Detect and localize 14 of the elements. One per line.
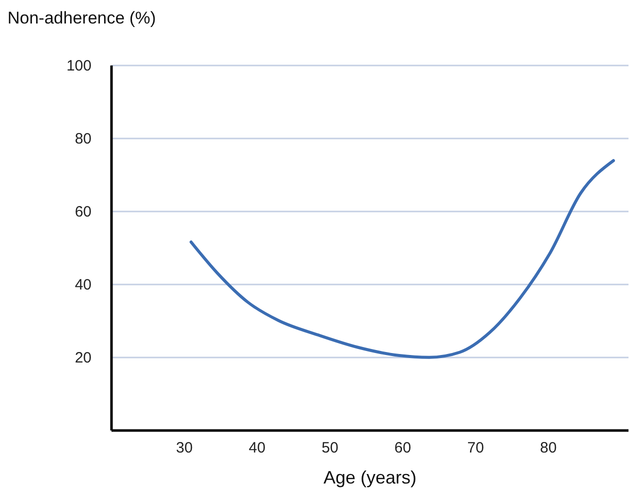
x-tick-label: 40 [248,440,266,456]
line-series [190,159,615,359]
x-tick-label: 50 [322,440,338,456]
y-axis-title: Non-adherence (%) [8,8,156,28]
y-tick-label: 40 [74,276,92,294]
y-tick-label: 60 [74,204,92,220]
y-tick-label: 20 [74,350,92,366]
x-axis-title: Age (years) [323,468,417,488]
x-tick-label: 70 [467,440,484,456]
x-tick-label: 60 [394,440,412,456]
y-tick-label: 80 [74,130,92,148]
y-tick-label: 100 [66,58,92,74]
x-tick-label: 30 [176,440,193,456]
x-tick-label: 80 [540,440,557,456]
